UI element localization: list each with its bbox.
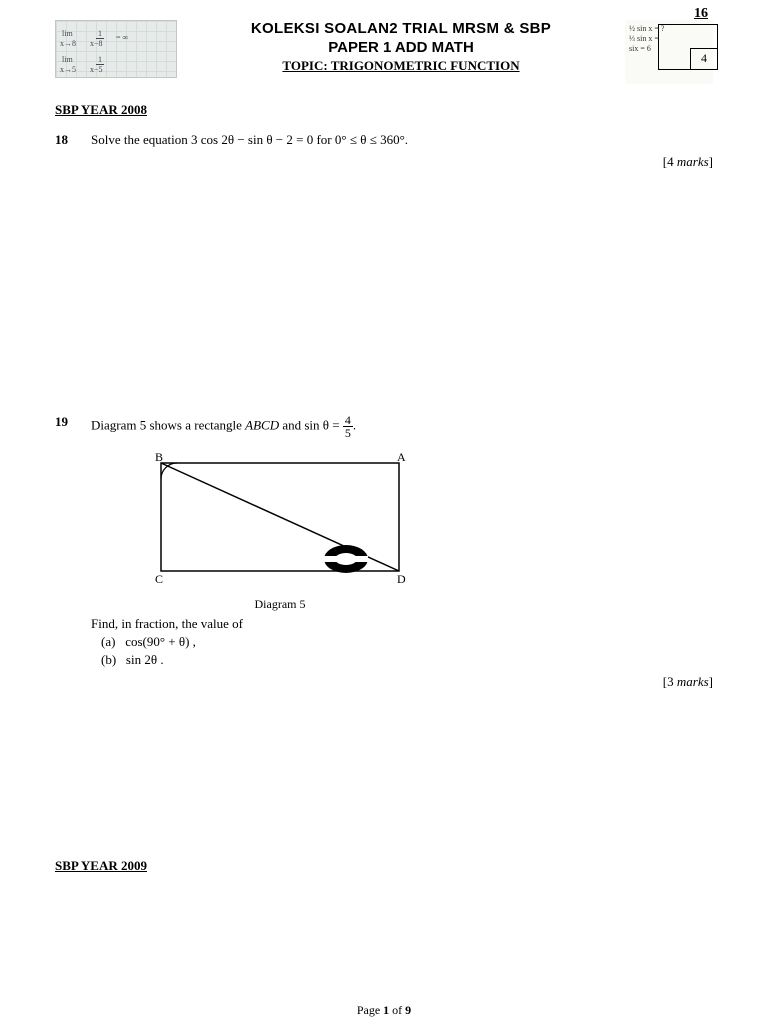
vertex-B: B	[155, 450, 163, 464]
part-b: (b) sin 2θ .	[101, 652, 713, 668]
title-line1: KOLEKSI SOALAN2 TRIAL MRSM & SBP	[185, 20, 617, 39]
marks-line: [3 marks]	[55, 674, 713, 690]
question-text: for	[316, 132, 334, 147]
footer-total-pages: 9	[405, 1003, 411, 1017]
fraction-denominator: 5	[343, 427, 353, 439]
thumb-text: x→8	[60, 39, 76, 48]
thumb-text: x−5	[90, 65, 103, 74]
diagram-caption: Diagram 5	[151, 597, 409, 612]
equation: 3 cos 2θ − sin θ − 2 = 0	[191, 132, 313, 147]
score-box-outer: 4	[658, 24, 718, 70]
vertex-C: C	[155, 572, 163, 586]
marks-word: marks	[677, 154, 709, 169]
question-body: Diagram 5 shows a rectangle ABCD and sin…	[91, 414, 713, 668]
thumb-text: lim	[62, 29, 73, 38]
marks-close: ]	[709, 674, 713, 689]
part-label: (b)	[101, 652, 116, 667]
title-line2: PAPER 1 ADD MATH	[185, 39, 617, 56]
thumb-text: x−8	[90, 39, 103, 48]
vertex-A: A	[397, 450, 406, 464]
header-row: lim x→8 1 x−8 = ∞ lim x→5 1 x−5 KOLEKSI …	[55, 20, 713, 84]
workspace-gap	[55, 690, 713, 840]
question-19: 19 Diagram 5 shows a rectangle ABCD and …	[55, 414, 713, 668]
page-corner-number: 16	[694, 6, 708, 22]
question-18: 18 Solve the equation 3 cos 2θ − sin θ −…	[55, 132, 713, 148]
vertex-D: D	[397, 572, 406, 586]
question-text: Diagram 5 shows a rectangle	[91, 417, 245, 432]
topic-line: TOPIC: TRIGONOMETRIC FUNCTION	[185, 58, 617, 74]
thumb-text: 1	[96, 55, 104, 65]
part-a: (a) cos(90° + θ) ,	[101, 634, 713, 650]
marks-num: [4	[663, 154, 677, 169]
question-text: and sin θ =	[282, 417, 343, 432]
question-body: Solve the equation 3 cos 2θ − sin θ − 2 …	[91, 132, 713, 148]
footer-pre: Page	[357, 1003, 383, 1017]
diagram-5: B A C D	[151, 449, 713, 593]
section-heading: SBP YEAR 2008	[55, 102, 713, 118]
rectangle-diagram-svg: B A C D	[151, 449, 409, 589]
part-expression: sin 2θ .	[126, 652, 164, 667]
question-text: Solve the equation	[91, 132, 191, 147]
workspace-gap	[55, 170, 713, 400]
document-page: 16 4 lim x→8 1 x−8 = ∞ lim x→5 1 x−5 KOL…	[0, 0, 768, 874]
fraction: 4 5	[343, 414, 353, 439]
question-parts: (a) cos(90° + θ) , (b) sin 2θ .	[101, 634, 713, 668]
abcd-label: ABCD	[245, 417, 279, 432]
score-box-inner: 4	[690, 48, 718, 70]
thumb-text: lim	[62, 55, 73, 64]
footer-mid: of	[389, 1003, 405, 1017]
section-heading: SBP YEAR 2009	[55, 858, 713, 874]
part-label: (a)	[101, 634, 115, 649]
marks-word: marks	[677, 674, 709, 689]
thumb-text: 1	[96, 29, 104, 39]
left-thumbnail: lim x→8 1 x−8 = ∞ lim x→5 1 x−5	[55, 20, 177, 78]
title-block: KOLEKSI SOALAN2 TRIAL MRSM & SBP PAPER 1…	[185, 20, 617, 74]
range: 0° ≤ θ ≤ 360°	[335, 132, 405, 147]
question-number: 19	[55, 414, 91, 668]
thumb-text: = ∞	[116, 33, 128, 42]
part-expression: cos(90° + θ) ,	[125, 634, 196, 649]
thumb-text: x→5	[60, 65, 76, 74]
question-number: 18	[55, 132, 91, 148]
marks-num: [3	[663, 674, 677, 689]
marks-close: ]	[709, 154, 713, 169]
marks-line: [4 marks]	[55, 154, 713, 170]
find-text: Find, in fraction, the value of	[91, 616, 713, 632]
page-footer: Page 1 of 9	[0, 1003, 768, 1018]
